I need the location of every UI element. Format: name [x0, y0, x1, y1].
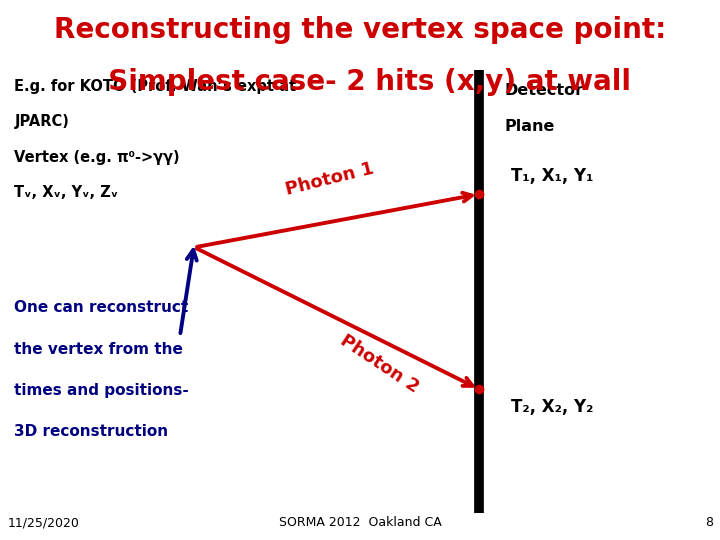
- Text: Tᵥ, Xᵥ, Yᵥ, Zᵥ: Tᵥ, Xᵥ, Yᵥ, Zᵥ: [14, 185, 119, 200]
- Text: T₁, X₁, Y₁: T₁, X₁, Y₁: [511, 167, 593, 185]
- Text: the vertex from the: the vertex from the: [14, 342, 184, 356]
- Text: One can reconstruct: One can reconstruct: [14, 300, 189, 315]
- Text: JPARC): JPARC): [14, 114, 69, 130]
- Text: Photon 1: Photon 1: [283, 159, 376, 199]
- Text: Detector: Detector: [504, 84, 583, 98]
- Text: SORMA 2012  Oakland CA: SORMA 2012 Oakland CA: [279, 516, 441, 529]
- Text: Vertex (e.g. π⁰->γγ): Vertex (e.g. π⁰->γγ): [14, 150, 180, 165]
- Text: times and positions-: times and positions-: [14, 383, 189, 398]
- Text: E.g. for KOTO (Prof. Wah’s expt at: E.g. for KOTO (Prof. Wah’s expt at: [14, 79, 297, 94]
- Text: Simplest case- 2 hits (x,y) at wall: Simplest case- 2 hits (x,y) at wall: [89, 68, 631, 96]
- Text: T₂, X₂, Y₂: T₂, X₂, Y₂: [511, 398, 593, 416]
- Text: Photon 2: Photon 2: [337, 332, 423, 396]
- Text: 11/25/2020: 11/25/2020: [7, 516, 79, 529]
- Text: Reconstructing the vertex space point:: Reconstructing the vertex space point:: [54, 16, 666, 44]
- Text: 8: 8: [705, 516, 713, 529]
- Text: 3D reconstruction: 3D reconstruction: [14, 424, 168, 439]
- Text: Plane: Plane: [504, 119, 554, 134]
